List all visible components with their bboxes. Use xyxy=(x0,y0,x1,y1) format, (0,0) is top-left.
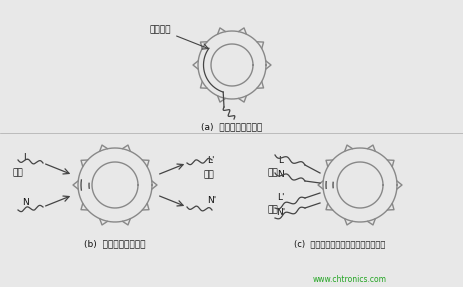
Text: www.chtronics.com: www.chtronics.com xyxy=(313,276,386,284)
Text: 输出: 输出 xyxy=(267,205,278,214)
Text: N': N' xyxy=(276,208,285,217)
Text: (c)  共模扼流圈的结构（双绞线共绕）: (c) 共模扼流圈的结构（双绞线共绕） xyxy=(294,239,385,249)
Text: N: N xyxy=(277,170,284,179)
Text: 差模电流: 差模电流 xyxy=(149,26,170,34)
Text: L': L' xyxy=(277,193,284,202)
Text: N: N xyxy=(23,198,29,207)
Text: 输入: 输入 xyxy=(13,168,23,177)
Text: (a)  差模扼流圈的结构: (a) 差模扼流圈的结构 xyxy=(201,123,262,131)
Text: L': L' xyxy=(206,156,214,165)
Text: (b)  共模扼流圈的结构: (b) 共模扼流圈的结构 xyxy=(84,239,145,249)
Text: 输入: 输入 xyxy=(267,168,278,177)
Text: 输出: 输出 xyxy=(204,170,214,179)
Text: L: L xyxy=(24,153,28,162)
Text: L: L xyxy=(278,156,283,165)
Text: N': N' xyxy=(206,196,216,205)
